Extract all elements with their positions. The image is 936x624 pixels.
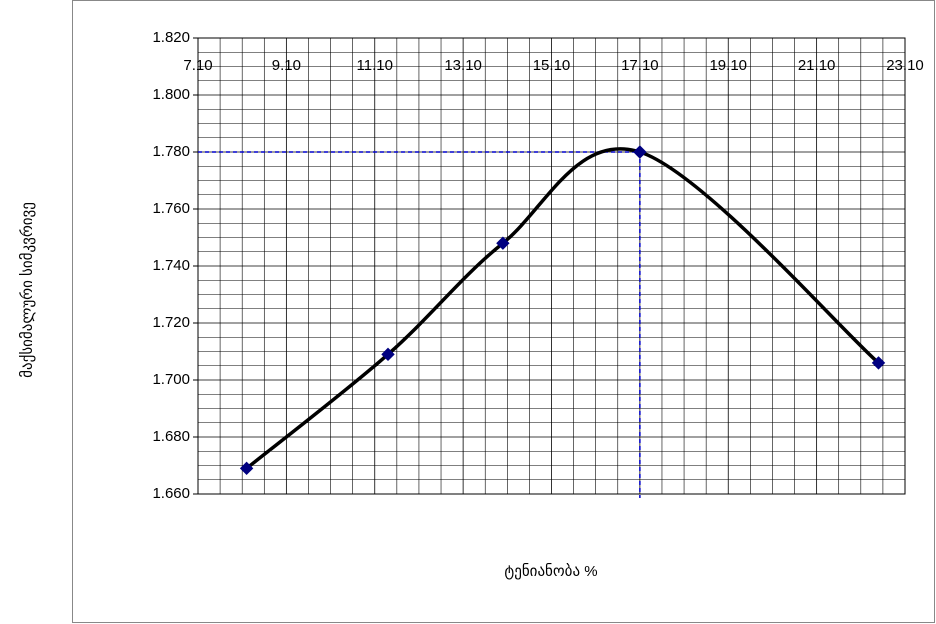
data-point <box>633 145 647 159</box>
x-tick-label: 9.10 <box>272 57 301 74</box>
x-tick-label: 17.10 <box>621 57 659 74</box>
y-tick-label: 1.680 <box>152 428 190 445</box>
y-axis-title: მაქსიმალური სიმკვრივე <box>19 202 36 378</box>
y-tick-label: 1.780 <box>152 143 190 160</box>
x-tick-label: 11.10 <box>357 57 393 74</box>
x-tick-label: 15.10 <box>533 57 571 74</box>
y-tick-label: 1.800 <box>152 86 190 103</box>
y-tick-label: 1.720 <box>152 314 190 331</box>
y-tick-label: 1.740 <box>152 257 190 274</box>
y-tick-label: 1.660 <box>152 485 190 502</box>
data-point <box>496 236 510 250</box>
data-point <box>381 347 395 362</box>
y-tick-label: 1.820 <box>152 29 190 46</box>
y-tick-label: 1.760 <box>152 200 190 217</box>
x-tick-label: 21.10 <box>798 57 836 74</box>
x-tick-label: 13.10 <box>444 57 482 74</box>
x-tick-label: 19.10 <box>709 57 747 74</box>
y-tick-label: 1.700 <box>152 371 190 388</box>
data-point <box>871 356 886 370</box>
plot-border <box>197 37 906 495</box>
series-line <box>245 147 880 470</box>
data-point <box>239 461 254 476</box>
x-axis-title: ტენიანობა % <box>504 563 597 580</box>
chart-area <box>72 0 935 623</box>
